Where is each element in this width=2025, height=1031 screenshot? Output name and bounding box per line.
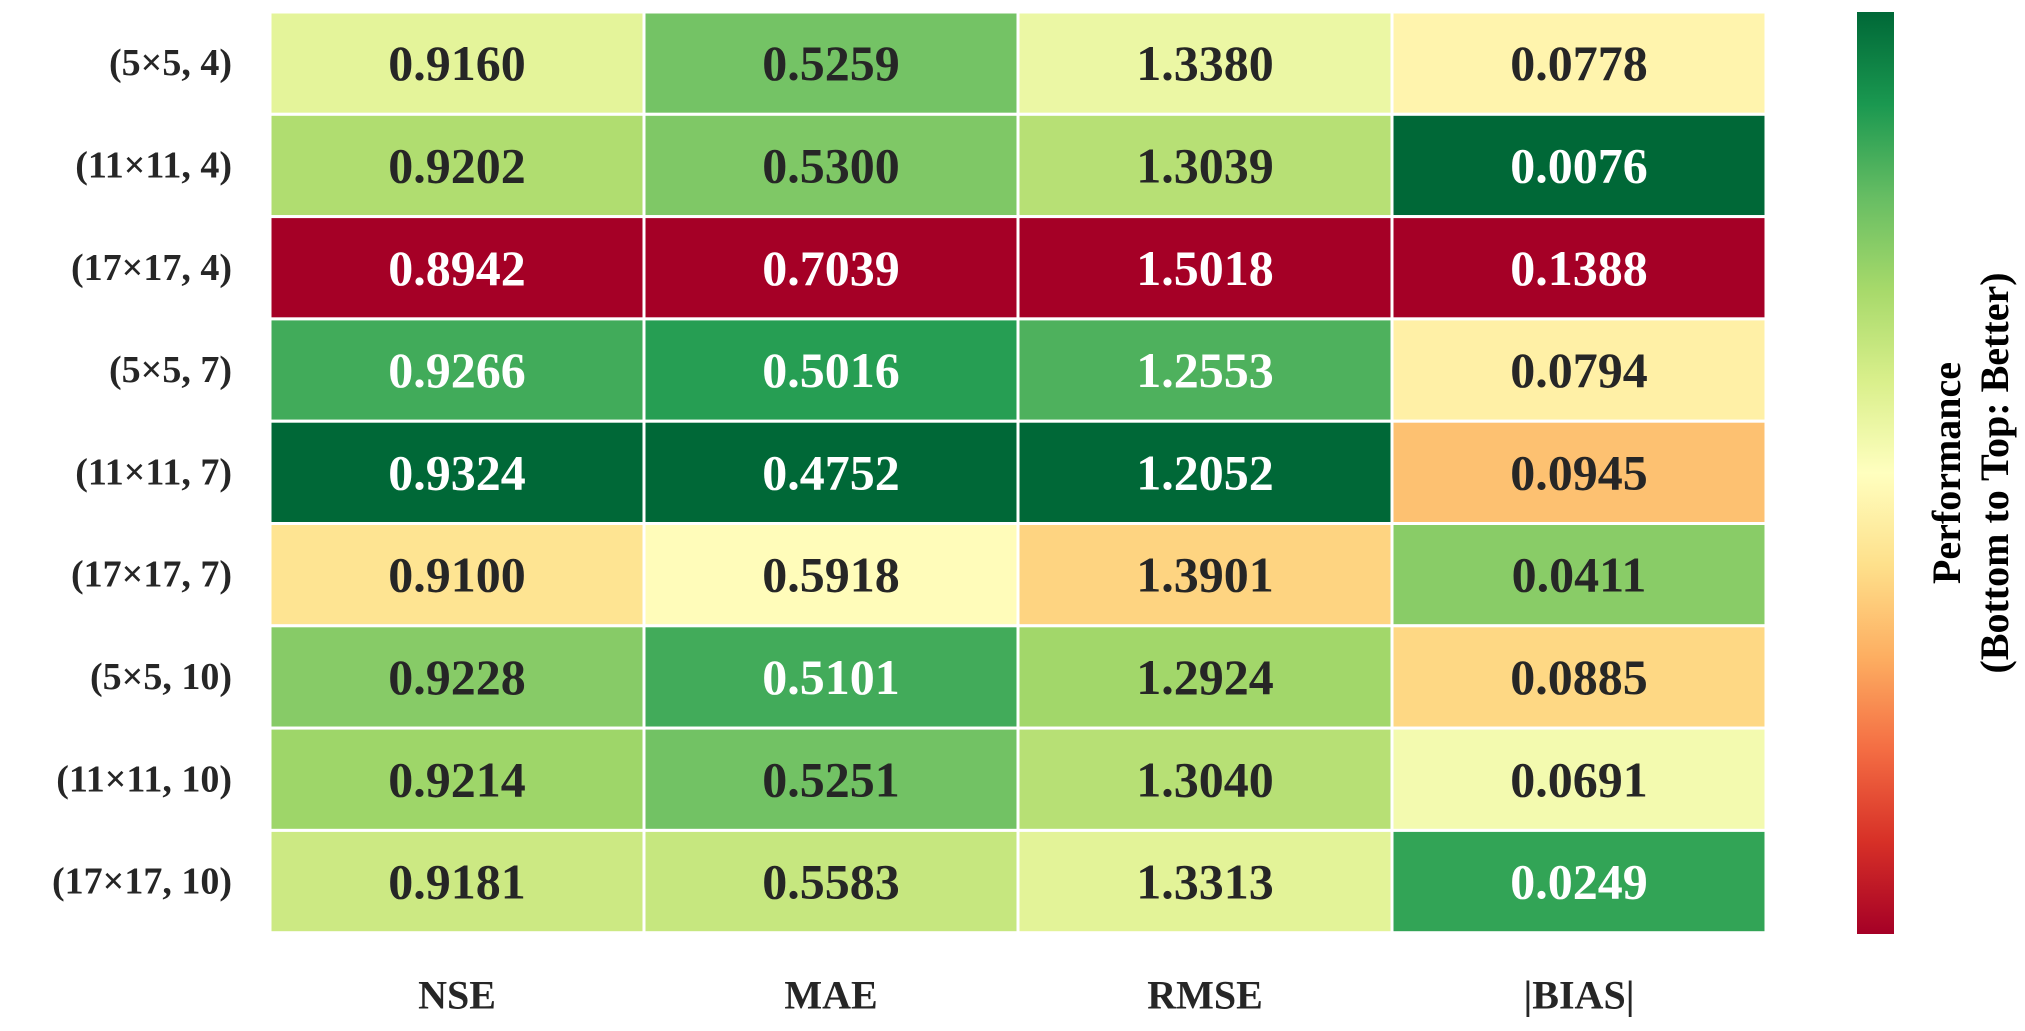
heatmap-value-r7-c1: 0.5251 — [762, 751, 900, 807]
heatmap-cell-r5-c1 — [642, 522, 1020, 628]
heatmap-value-r2-c2: 1.5018 — [1136, 240, 1274, 296]
colorbar — [1857, 12, 1894, 934]
heatmap-cell-r3-c3 — [1390, 317, 1768, 423]
column-label-3: |BIAS| — [1524, 973, 1635, 1018]
column-label-0: NSE — [418, 973, 496, 1018]
heatmap-cell-r5-c2 — [1016, 522, 1394, 628]
colorbar-label-line1: Performance — [1924, 362, 1969, 584]
heatmap-value-r4-c3: 0.0945 — [1510, 444, 1648, 500]
heatmap-cell-r5-c0 — [268, 522, 646, 628]
heatmap-value-r7-c3: 0.0691 — [1510, 751, 1648, 807]
heatmap-value-r5-c1: 0.5918 — [762, 547, 900, 603]
row-label-0: (5×5, 4) — [109, 42, 232, 84]
heatmap-cell-r6-c0 — [268, 624, 646, 730]
heatmap-cell-r4-c1 — [642, 419, 1020, 526]
heatmap-value-r1-c2: 1.3039 — [1136, 137, 1274, 193]
heatmap-value-r3-c3: 0.0794 — [1510, 342, 1648, 398]
heatmap-value-r8-c0: 0.9181 — [388, 854, 526, 910]
heatmap-value-r3-c2: 1.2553 — [1136, 342, 1274, 398]
heatmap-value-r0-c2: 1.3380 — [1136, 35, 1274, 91]
heatmap-value-r2-c1: 0.7039 — [762, 240, 900, 296]
heatmap-value-r1-c3: 0.0076 — [1510, 137, 1648, 193]
row-label-6: (5×5, 10) — [90, 656, 232, 698]
heatmap-value-r2-c0: 0.8942 — [388, 240, 526, 296]
heatmap-value-r1-c1: 0.5300 — [762, 137, 900, 193]
row-label-2: (17×17, 4) — [71, 247, 232, 289]
heatmap-cell-r6-c3 — [1390, 624, 1768, 730]
row-labels: (5×5, 4) (11×11, 4) (17×17, 4) (5×5, 7) (11×… — [52, 42, 232, 902]
heatmap-value-r1-c0: 0.9202 — [388, 137, 526, 193]
heatmap-value-r7-c2: 1.3040 — [1136, 751, 1274, 807]
colorbar-label-line2: (Bottom to Top: Better) — [1972, 272, 2017, 673]
heatmap-cell-r4-c0 — [268, 419, 646, 526]
row-label-7: (11×11, 10) — [56, 758, 232, 800]
heatmap-value-r4-c0: 0.9324 — [388, 444, 526, 500]
heatmap-value-r0-c1: 0.5259 — [762, 35, 900, 91]
column-labels: NSE MAE RMSE |BIAS| — [418, 973, 1634, 1018]
heatmap-cell-r4-c3 — [1390, 419, 1768, 526]
heatmap-cell-r7-c2 — [1016, 726, 1394, 832]
heatmap-cell-r6-c2 — [1016, 624, 1394, 730]
heatmap-value-r7-c0: 0.9214 — [388, 751, 526, 807]
row-label-5: (17×17, 7) — [71, 554, 232, 596]
row-label-8: (17×17, 10) — [52, 861, 232, 903]
heatmap-cell-r2-c3 — [1390, 215, 1768, 321]
heatmap-value-r5-c0: 0.9100 — [388, 547, 526, 603]
heatmap-value-r6-c3: 0.0885 — [1510, 649, 1648, 705]
heatmap-value-r8-c1: 0.5583 — [762, 854, 900, 910]
column-label-1: MAE — [784, 973, 877, 1018]
heatmap-cell-r3-c1 — [642, 317, 1020, 423]
heatmap-value-r0-c3: 0.0778 — [1510, 35, 1648, 91]
row-label-4: (11×11, 7) — [75, 451, 232, 493]
heatmap-cell-r1-c1 — [642, 112, 1020, 219]
column-label-2: RMSE — [1147, 973, 1263, 1018]
heatmap-cell-r0-c3 — [1390, 10, 1768, 116]
heatmap-value-r6-c1: 0.5101 — [762, 649, 900, 705]
heatmap-cell-r8-c1 — [642, 828, 1020, 935]
heatmap-value-r5-c2: 1.3901 — [1136, 547, 1274, 603]
heatmap-cell-r8-c2 — [1016, 828, 1394, 935]
heatmap-cells: 0.9160 0.5259 1.3380 0.0778 0.9202 0.5300 1.30… — [268, 10, 1768, 935]
heatmap-value-r4-c1: 0.4752 — [762, 444, 900, 500]
heatmap-cell-r1-c3 — [1390, 112, 1768, 219]
heatmap-value-r6-c2: 1.2924 — [1136, 649, 1274, 705]
heatmap-cell-r5-c3 — [1390, 522, 1768, 628]
heatmap-value-r3-c1: 0.5016 — [762, 342, 900, 398]
heatmap-cell-r7-c0 — [268, 726, 646, 832]
heatmap-cell-r0-c1 — [642, 10, 1020, 116]
row-label-3: (5×5, 7) — [109, 349, 232, 391]
heatmap-value-r4-c2: 1.2052 — [1136, 444, 1274, 500]
heatmap-value-r0-c0: 0.9160 — [388, 35, 526, 91]
heatmap-cell-r8-c3 — [1390, 828, 1768, 935]
heatmap-cell-r4-c2 — [1016, 419, 1394, 526]
heatmap-value-r6-c0: 0.9228 — [388, 649, 526, 705]
heatmap-cell-r0-c0 — [268, 10, 646, 116]
heatmap-cell-r2-c1 — [642, 215, 1020, 321]
heatmap-value-r2-c3: 0.1388 — [1510, 240, 1648, 296]
heatmap-cell-r0-c2 — [1016, 10, 1394, 116]
heatmap-value-r5-c3: 0.0411 — [1512, 547, 1647, 603]
heatmap-value-r8-c3: 0.0249 — [1510, 854, 1648, 910]
row-label-1: (11×11, 4) — [75, 144, 232, 186]
heatmap-value-r8-c2: 1.3313 — [1136, 854, 1274, 910]
heatmap-value-r3-c0: 0.9266 — [388, 342, 526, 398]
